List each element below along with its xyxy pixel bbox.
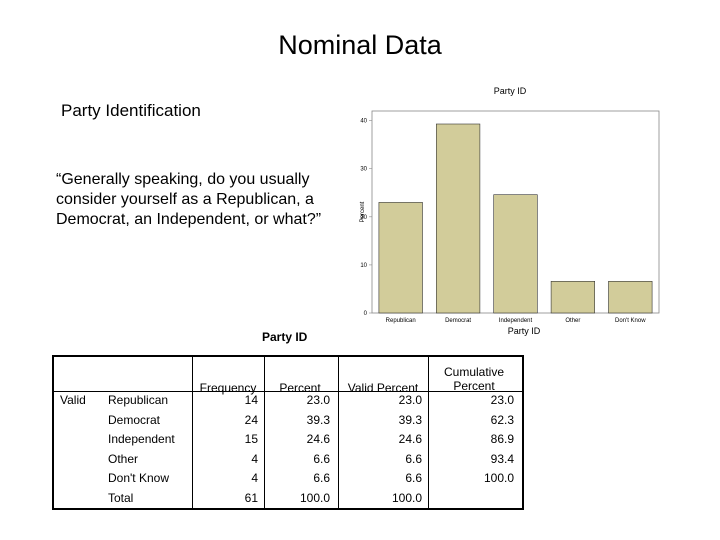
slide-subtitle: Party Identification: [61, 101, 201, 120]
table-cell: 6.6: [313, 471, 330, 485]
x-tick-label: Independent: [499, 318, 533, 324]
slide-title: Nominal Data: [278, 30, 442, 60]
row-label: Other: [108, 451, 139, 466]
table-column-rule: [192, 355, 193, 510]
survey-question: “Generally speaking, do you usually cons…: [56, 171, 322, 228]
column-header: Valid Percent: [347, 381, 419, 395]
y-axis-label: Percent: [360, 201, 366, 222]
table-column-rule: [428, 355, 429, 510]
table-bottom-border: [52, 508, 524, 510]
table-header-rule: [52, 391, 524, 392]
table-cell: 39.3: [306, 412, 330, 427]
x-axis-label: Party ID: [508, 326, 541, 336]
table-cell: 14: [244, 393, 258, 407]
row-label: Don't Know: [108, 471, 169, 485]
x-tick-label: Democrat: [445, 318, 471, 324]
table-cell: 39.3: [398, 412, 422, 427]
table-cell: 24.6: [306, 432, 330, 446]
table-cell: 61: [244, 490, 258, 505]
row-group-label: Valid: [60, 393, 86, 407]
table-cell: 100.0: [391, 490, 422, 505]
y-tick-label: 0: [364, 311, 368, 317]
table-cell: 4: [251, 471, 258, 485]
table-cell: 100.0: [483, 471, 514, 485]
bar-other: [550, 281, 596, 314]
table-cell: 6.6: [405, 451, 422, 466]
frequency-table: Frequency Percent Valid Percent Cumulative …: [52, 355, 524, 510]
bar-republican: [378, 202, 423, 314]
row-label: Independent: [108, 432, 175, 446]
table-cell: 24.6: [398, 432, 422, 446]
column-header: Frequency: [199, 381, 257, 395]
row-label: Democrat: [108, 412, 161, 427]
table-column-rule: [338, 355, 339, 510]
column-header: Percent: [279, 381, 321, 395]
x-tick-label: Other: [565, 318, 580, 324]
table-cell: 6.6: [405, 471, 422, 485]
table-right-border: [522, 355, 524, 510]
table-cell: 62.3: [490, 412, 514, 427]
y-tick-label: 30: [360, 167, 367, 173]
column-header: Cumulative Percent: [443, 365, 505, 393]
table-cell: 4: [251, 451, 258, 466]
chart-title: Party ID: [494, 86, 527, 96]
table-cell: 24: [244, 412, 258, 427]
table-cell: 23.0: [398, 393, 422, 407]
table-left-border: [52, 355, 54, 510]
table-cell: 23.0: [306, 393, 330, 407]
y-tick-label: 40: [360, 119, 367, 125]
y-tick-label: 10: [360, 263, 367, 269]
row-label: Republican: [108, 393, 169, 407]
x-tick-label: Don't Know: [615, 318, 646, 324]
table-cell: 23.0: [490, 393, 514, 407]
table-cell: 6.6: [313, 451, 330, 466]
table-cell: 100.0: [299, 490, 330, 505]
bar-democrat: [436, 123, 481, 314]
table-cell: 93.4: [490, 451, 514, 466]
row-label: Total: [108, 490, 134, 505]
x-tick-label: Republican: [386, 318, 416, 324]
table-column-rule: [264, 355, 265, 510]
table-cell: 86.9: [490, 432, 514, 446]
table-title: Party ID: [262, 330, 308, 344]
bar-don-t-know: [608, 281, 653, 314]
party-id-bar-chart: Party ID 0 10 20 30 40 Republican Democrat Ind…: [360, 86, 660, 336]
y-tick-label: 20: [360, 215, 367, 221]
table-top-border: [52, 355, 524, 357]
bar-independent: [493, 194, 538, 314]
table-cell: 15: [244, 432, 258, 446]
